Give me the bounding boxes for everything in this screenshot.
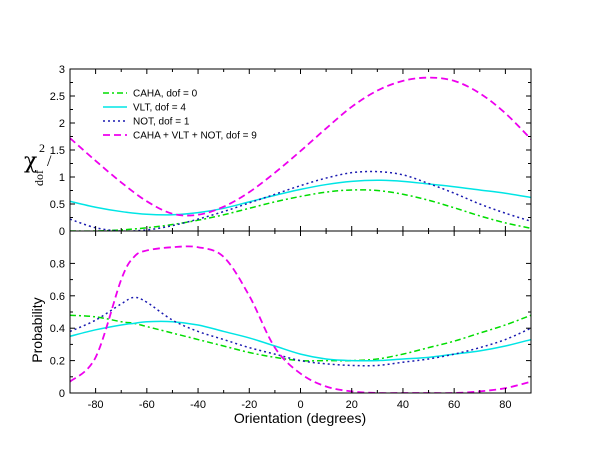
legend-label: CAHA, dof = 0 [133,89,198,100]
x-tick-label: 0 [297,399,303,411]
probability-series-caha-vlt-not-dof-9 [70,245,531,393]
x-tick-label: 20 [346,399,358,411]
probability-series-not-dof-1 [70,296,531,367]
x-tick-label: -60 [139,399,155,411]
chi2-y-tick-label: 2 [59,118,65,130]
chi2-y-tick-label: 0.5 [50,199,65,211]
chi2-series-caha-dof-0 [70,189,531,231]
x-tick-label: 60 [448,399,460,411]
probability-y-tick-label: 0 [59,388,65,400]
probability-y-tick-label: 0.2 [50,356,65,368]
x-tick-label: -20 [241,399,257,411]
x-tick-label: 40 [397,399,409,411]
probability-series-lines [70,245,531,393]
probability-y-tick-label: 0.8 [50,258,65,270]
chi2-y-tick-label: 1 [59,172,65,184]
probability-axis-label: Probability [29,297,45,362]
chi2-dof-subscript: dof [32,170,46,186]
probability-y-tick-label: 0.6 [50,291,65,303]
probability-panel: 0 0.2 0.4 0.6 0.8 -80 -60 -40 -20 0 20 40 60 80 [50,230,532,411]
x-tick-label: 80 [499,399,511,411]
chi2-y-tick-label: 1.5 [50,145,65,157]
chi2-series-caha-vlt-not-dof-9 [70,76,531,217]
chi2-panel: 0 0.5 1 1.5 2 2.5 3 [50,64,532,238]
chi2-superscript: 2 [39,141,45,155]
legend: CAHA, dof = 0 VLT, dof = 4 NOT, dof = 1 CAH… [103,89,257,142]
x-tick-label: -80 [88,399,104,411]
chi2-symbol: χ [24,149,37,174]
chi2-slash: / [47,153,52,170]
chi2-y-tick-label: 3 [59,64,65,76]
x-axis-label: Orientation (degrees) [234,410,366,426]
legend-label: VLT, dof = 4 [133,103,186,114]
x-tick-label: -40 [190,399,206,411]
chi2-y-tick-label: 2.5 [50,91,65,103]
probability-y-tick-label: 0.4 [50,323,65,335]
legend-label: CAHA + VLT + NOT, dof = 9 [133,131,257,142]
chi2-y-tick-label: 0 [59,226,65,238]
chi2-axis-label: χ 2 / dof [24,141,52,186]
chi2-series-vlt-dof-4 [70,179,531,216]
chi2-series-lines [70,76,531,231]
legend-label: NOT, dof = 1 [133,117,190,128]
